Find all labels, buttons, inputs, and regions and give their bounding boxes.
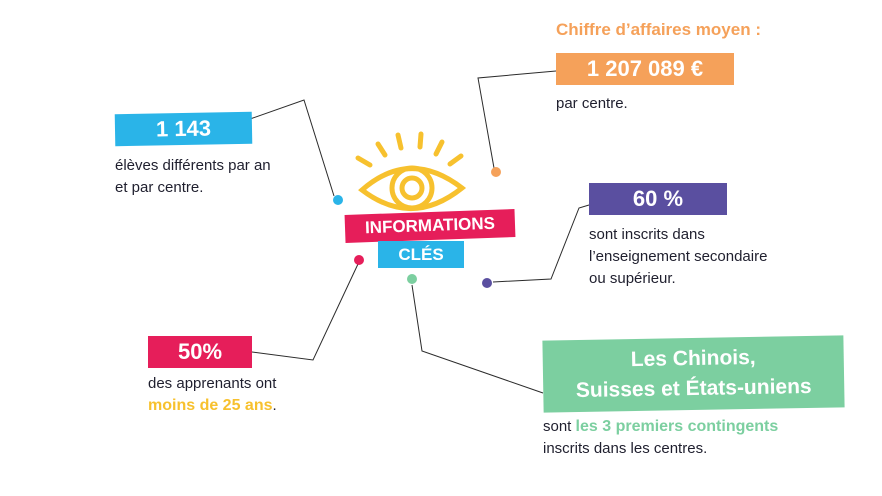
connector-education xyxy=(492,204,590,283)
nationalities-value-line2: Suisses et États-uniens xyxy=(575,374,812,403)
dot-age xyxy=(354,255,364,265)
center-title-line2: CLÉS xyxy=(378,241,464,268)
students-caption: élèves différents par an et par centre. xyxy=(115,155,271,199)
eye-icon xyxy=(355,131,467,211)
nationalities-caption: sont les 3 premiers contingents inscrits… xyxy=(543,416,778,460)
age-caption-line1: des apprenants ont xyxy=(148,375,277,392)
nationalities-highlight: les 3 premiers contingents xyxy=(575,418,779,435)
age-caption: des apprenants ont moins de 25 ans. xyxy=(148,373,277,417)
revenue-value: 1 207 089 € xyxy=(556,53,734,85)
students-value: 1 143 xyxy=(114,111,253,147)
nationalities-prefix: sont xyxy=(543,418,572,435)
connector-nationalities xyxy=(411,284,544,394)
education-caption-line2: l’enseignement secondaire xyxy=(589,248,768,265)
education-caption-line1: sont inscrits dans xyxy=(589,226,705,243)
students-caption-line1: élèves différents par an xyxy=(115,157,271,174)
center-title-line1: INFORMATIONS xyxy=(344,209,516,243)
dot-students xyxy=(333,195,343,205)
dot-revenue xyxy=(491,167,501,177)
nationalities-caption-line2: inscrits dans les centres. xyxy=(543,440,708,457)
nationalities-caption-line1: sont les 3 premiers contingents xyxy=(543,416,778,438)
revenue-heading: Chiffre d’affaires moyen : xyxy=(556,20,761,39)
connector-age xyxy=(251,263,359,361)
dot-nationalities xyxy=(407,274,417,284)
nationalities-value: Les Chinois, Suisses et États-uniens xyxy=(542,335,845,413)
education-value: 60 % xyxy=(589,183,727,215)
connector-revenue xyxy=(477,70,557,169)
revenue-caption: par centre. xyxy=(556,95,628,112)
education-caption-line3: ou supérieur. xyxy=(589,270,676,287)
education-caption: sont inscrits dans l’enseignement second… xyxy=(589,224,767,290)
age-caption-line2: moins de 25 ans. xyxy=(148,395,277,417)
dot-education xyxy=(482,278,492,288)
age-value: 50% xyxy=(148,336,252,368)
connector-students xyxy=(249,99,335,197)
students-caption-line2: et par centre. xyxy=(115,179,204,196)
age-suffix: . xyxy=(272,397,277,414)
age-highlight: moins de 25 ans xyxy=(148,397,273,414)
